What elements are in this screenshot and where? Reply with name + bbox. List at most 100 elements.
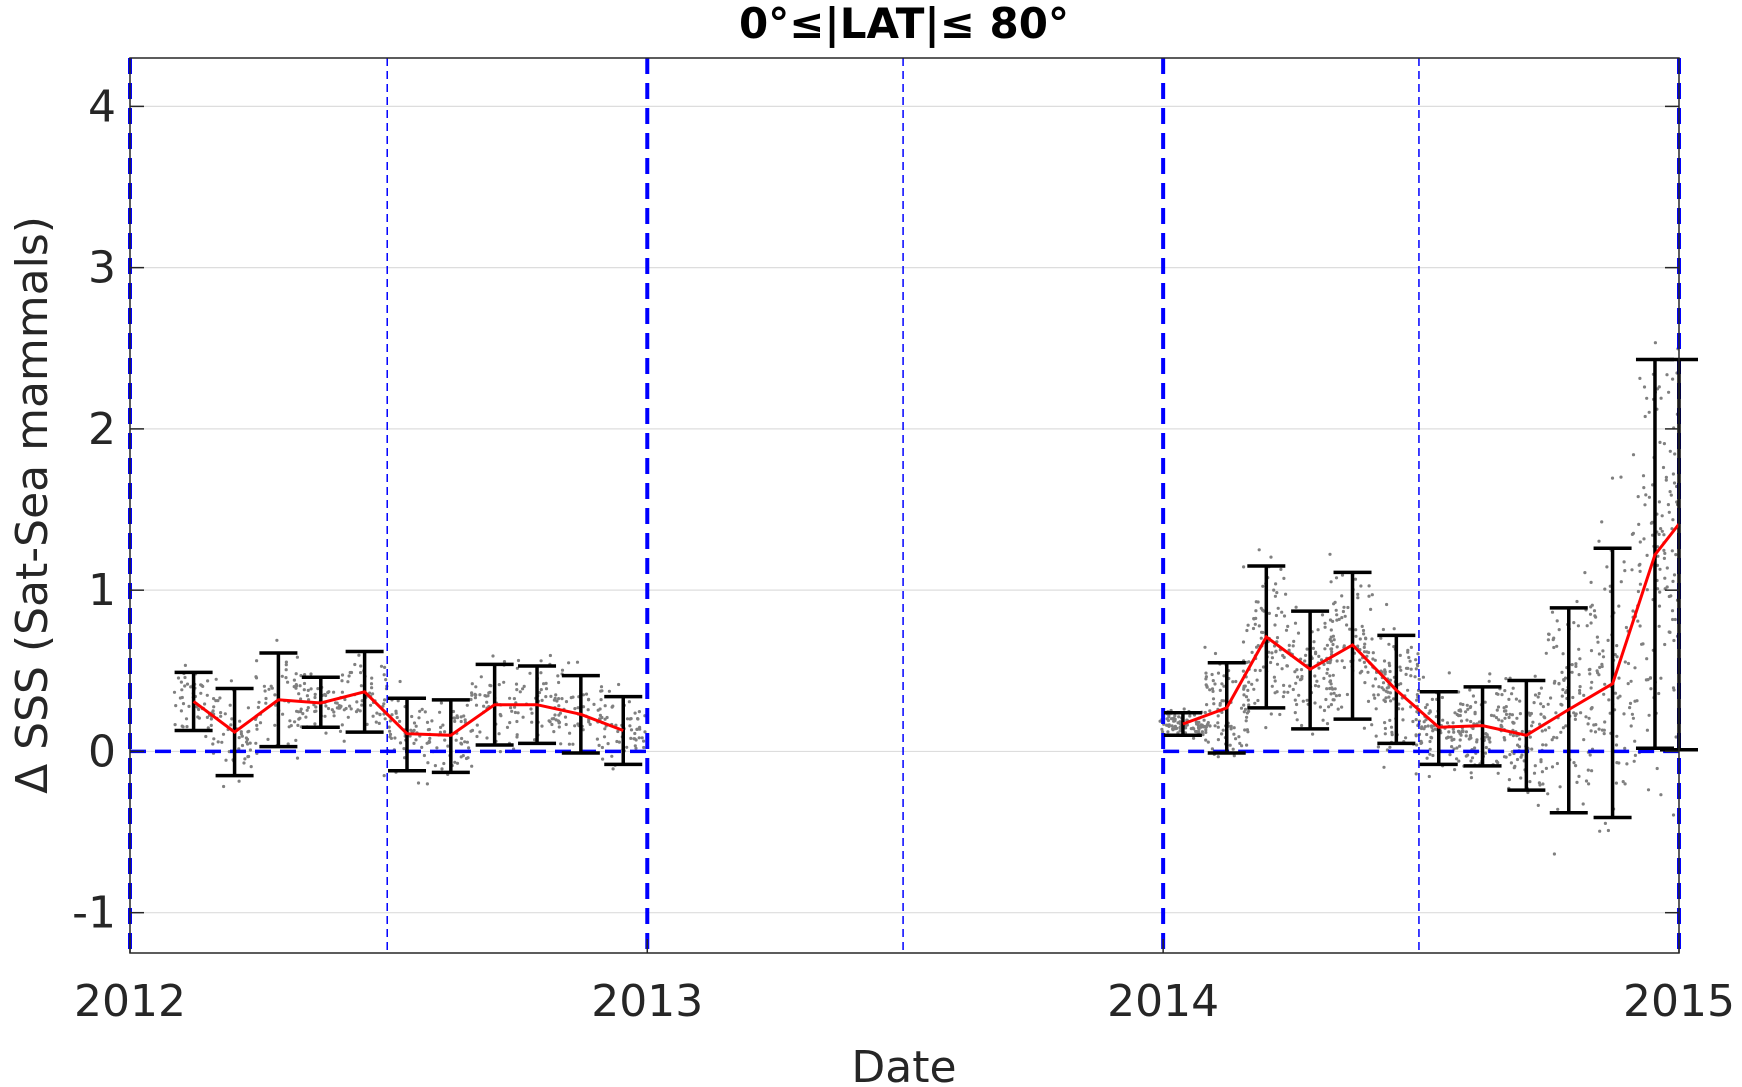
data-point [1615, 734, 1619, 738]
data-point [560, 668, 565, 672]
data-point [1341, 609, 1345, 614]
data-point [1574, 712, 1578, 716]
data-point [1452, 737, 1456, 742]
data-point [1328, 637, 1332, 642]
data-point [1671, 472, 1675, 476]
data-point [1414, 733, 1418, 737]
data-point [359, 664, 363, 668]
data-point [1161, 730, 1165, 734]
data-point [1623, 569, 1627, 573]
data-point [1421, 675, 1425, 679]
data-point [1539, 702, 1543, 706]
data-point [1669, 493, 1673, 497]
data-point [1257, 624, 1261, 628]
data-point [1539, 686, 1543, 690]
data-point [1204, 725, 1208, 729]
data-point [1670, 609, 1675, 613]
data-point [1502, 736, 1506, 740]
data-point [257, 700, 261, 704]
data-point [1469, 759, 1473, 763]
data-point [1363, 681, 1367, 685]
data-point [418, 709, 422, 713]
axis-ticks: -1 0 1 2 3 4 2012 2013 2014 2015 [72, 81, 1735, 1027]
data-point [1231, 747, 1235, 751]
data-point [1332, 698, 1336, 702]
data-point [1383, 672, 1387, 676]
data-point [1336, 707, 1340, 711]
data-point [1251, 626, 1256, 631]
data-point [1532, 771, 1537, 775]
data-point [273, 723, 277, 727]
data-point [264, 696, 268, 701]
data-point [1570, 670, 1574, 674]
data-point [1671, 617, 1675, 622]
data-point [1504, 677, 1508, 681]
data-point [1337, 693, 1342, 698]
data-point [1515, 757, 1520, 762]
data-point [1415, 743, 1419, 747]
data-point [1512, 766, 1516, 770]
data-point [1216, 725, 1220, 729]
data-point [1631, 531, 1635, 536]
data-point [1425, 732, 1429, 737]
data-point [1662, 533, 1666, 537]
data-point [461, 754, 465, 758]
data-point [298, 684, 302, 688]
data-point [1657, 532, 1661, 537]
data-point [603, 727, 607, 731]
data-point [1596, 640, 1600, 644]
data-point [1304, 653, 1308, 658]
data-point [628, 717, 632, 721]
data-point [1667, 594, 1671, 599]
data-point [425, 782, 429, 786]
data-point [1533, 693, 1538, 697]
data-point [1626, 661, 1631, 666]
data-point [1250, 650, 1254, 655]
chart-title: 0°≤|LAT|≤ 80° [739, 0, 1069, 48]
data-point [1276, 606, 1280, 610]
data-point [1382, 765, 1386, 769]
data-point [1370, 637, 1374, 641]
data-point [1358, 658, 1362, 662]
data-point [1264, 726, 1268, 730]
data-point [228, 703, 232, 707]
data-point [1451, 721, 1455, 725]
data-point [224, 758, 228, 762]
data-point [1625, 762, 1629, 766]
data-point [1588, 612, 1593, 616]
data-point [1636, 589, 1640, 594]
data-point [1420, 725, 1424, 729]
data-point [1555, 644, 1559, 648]
data-point [1392, 627, 1396, 631]
data-point [1511, 720, 1515, 724]
data-point [1541, 782, 1545, 786]
data-point [557, 713, 561, 717]
data-point [1360, 624, 1364, 629]
data-point [516, 658, 521, 663]
data-point [402, 747, 406, 751]
data-point [1331, 619, 1335, 624]
data-point [205, 715, 209, 720]
data-point [1383, 721, 1387, 725]
data-point [1574, 664, 1578, 669]
data-point [230, 717, 234, 721]
data-point [1641, 474, 1646, 478]
data-point [172, 690, 177, 694]
data-point [548, 653, 553, 658]
data-point [294, 683, 298, 687]
data-point [1598, 829, 1602, 833]
data-point [1663, 551, 1667, 556]
data-point [1469, 736, 1473, 740]
data-point [1606, 638, 1610, 643]
data-point [1346, 605, 1350, 610]
data-point [521, 715, 525, 719]
data-point [1622, 560, 1626, 564]
data-point [1549, 696, 1553, 700]
data-point [254, 675, 258, 679]
data-point [1538, 722, 1542, 726]
data-point [309, 687, 313, 691]
data-point [1607, 698, 1611, 702]
data-point [1581, 802, 1585, 806]
data-point [1388, 664, 1392, 668]
data-point [1324, 697, 1328, 702]
